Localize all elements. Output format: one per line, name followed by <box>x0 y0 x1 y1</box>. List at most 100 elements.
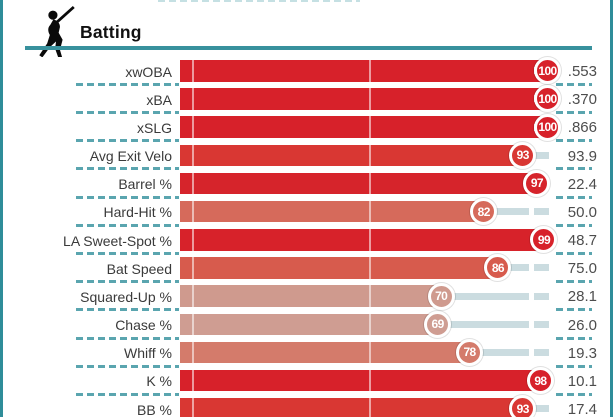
row-separator <box>76 280 179 284</box>
percentile-track-end <box>534 348 549 356</box>
stat-label: BB % <box>136 401 172 417</box>
row-separator <box>556 111 592 115</box>
stat-label: K % <box>146 373 172 390</box>
percentile-bubble[interactable]: 100 <box>534 85 562 113</box>
percentile-bar <box>180 116 550 138</box>
percentile-number: 82 <box>477 204 491 219</box>
stat-label: LA Sweet-Spot % <box>63 232 172 249</box>
section-title: Batting <box>80 22 142 42</box>
percentile-number: 100 <box>538 63 557 78</box>
stat-label: Barrel % <box>118 176 172 193</box>
row-separator <box>556 280 592 284</box>
stat-value: 75.0 <box>567 260 597 278</box>
row-separator <box>556 336 592 340</box>
row-separator <box>76 308 179 312</box>
stat-label: Bat Speed <box>106 260 172 277</box>
percentile-track-end <box>534 320 549 328</box>
stat-value: 10.1 <box>567 372 597 390</box>
row-separator <box>556 167 592 171</box>
row-separator <box>556 195 592 199</box>
row-separator <box>556 251 592 255</box>
percentile-number: 69 <box>431 317 445 332</box>
percentile-bubble[interactable]: 69 <box>424 310 452 338</box>
percentile-number: 100 <box>538 120 557 135</box>
stat-label: Avg Exit Velo <box>89 148 172 164</box>
row-separator <box>76 139 179 143</box>
stat-label: xBA <box>146 91 172 108</box>
row-separator <box>556 82 592 86</box>
stat-value: .866 <box>567 119 597 137</box>
stat-label: Chase % <box>115 317 172 334</box>
percentile-bar <box>180 341 472 364</box>
percentile-bar <box>180 144 525 166</box>
percentile-number: 98 <box>534 373 547 388</box>
percentile-track <box>441 292 529 300</box>
row-separator <box>76 364 179 368</box>
stat-value: 48.7 <box>567 232 597 250</box>
row-separator <box>556 223 592 227</box>
stat-label: Squared-Up % <box>80 288 172 305</box>
percentile-bubble[interactable]: 99 <box>530 226 558 254</box>
row-separator <box>556 364 592 368</box>
row-separator <box>76 336 179 340</box>
stat-value: .553 <box>567 63 597 80</box>
percentile-track-end <box>534 264 549 272</box>
percentile-bubble[interactable]: 93 <box>509 395 537 417</box>
percentile-number: 100 <box>538 91 557 106</box>
percentile-bubble[interactable]: 100 <box>534 57 562 85</box>
percentile-bar <box>180 88 550 110</box>
stat-label: xSLG <box>136 119 172 136</box>
percentile-bar <box>180 285 444 307</box>
row-separator <box>76 195 179 199</box>
stat-value: 17.4 <box>567 401 597 417</box>
percentile-bubble[interactable]: 100 <box>534 113 562 141</box>
row-separator <box>76 167 179 171</box>
stat-label: xwOBA <box>125 63 172 80</box>
percentile-bubble[interactable]: 97 <box>523 169 551 197</box>
percentile-number: 70 <box>435 289 448 304</box>
percentile-number: 93 <box>516 401 530 416</box>
row-separator <box>76 251 179 255</box>
percentile-track-end <box>534 208 549 216</box>
percentile-bubble[interactable]: 82 <box>470 198 498 226</box>
percentile-track <box>483 208 529 216</box>
percentile-track-end <box>534 151 549 159</box>
row-separator <box>556 392 592 396</box>
percentile-bar <box>180 313 440 336</box>
stat-value: 26.0 <box>567 316 597 334</box>
percentile-track-end <box>534 292 549 300</box>
stat-label: Hard-Hit % <box>103 204 172 221</box>
percentile-track <box>437 320 529 328</box>
row-separator <box>556 308 592 312</box>
row-separator <box>76 111 179 115</box>
percentile-bar <box>180 398 525 417</box>
percentile-bar <box>180 172 539 195</box>
section-underline <box>25 46 592 50</box>
panel-left-border <box>0 0 3 417</box>
percentile-number: 99 <box>537 232 551 247</box>
gridline-0th-percentile <box>191 60 194 417</box>
stat-value: 50.0 <box>567 203 597 221</box>
percentile-bubble[interactable]: 93 <box>509 141 537 169</box>
stat-value: 19.3 <box>567 344 597 362</box>
row-separator <box>76 82 179 86</box>
stat-value: 28.1 <box>567 288 597 306</box>
percentile-bar <box>180 229 546 251</box>
percentile-number: 93 <box>516 148 530 163</box>
percentile-number: 86 <box>491 260 505 275</box>
gridline-50th-percentile <box>368 60 371 417</box>
stat-label: Whiff % <box>124 345 172 362</box>
row-separator <box>76 223 179 227</box>
stat-value: .370 <box>567 91 597 109</box>
percentile-number: 78 <box>463 345 476 360</box>
percentile-track-end <box>534 405 549 413</box>
percentile-bubble[interactable]: 98 <box>526 367 554 395</box>
percentile-bar <box>180 60 550 82</box>
percentile-bar <box>180 369 543 392</box>
percentile-track <box>469 348 529 356</box>
percentile-bubble[interactable]: 70 <box>427 282 455 310</box>
percentile-bar <box>180 257 500 279</box>
percentile-bubble[interactable]: 78 <box>456 338 484 366</box>
percentile-bubble[interactable]: 86 <box>484 254 512 282</box>
